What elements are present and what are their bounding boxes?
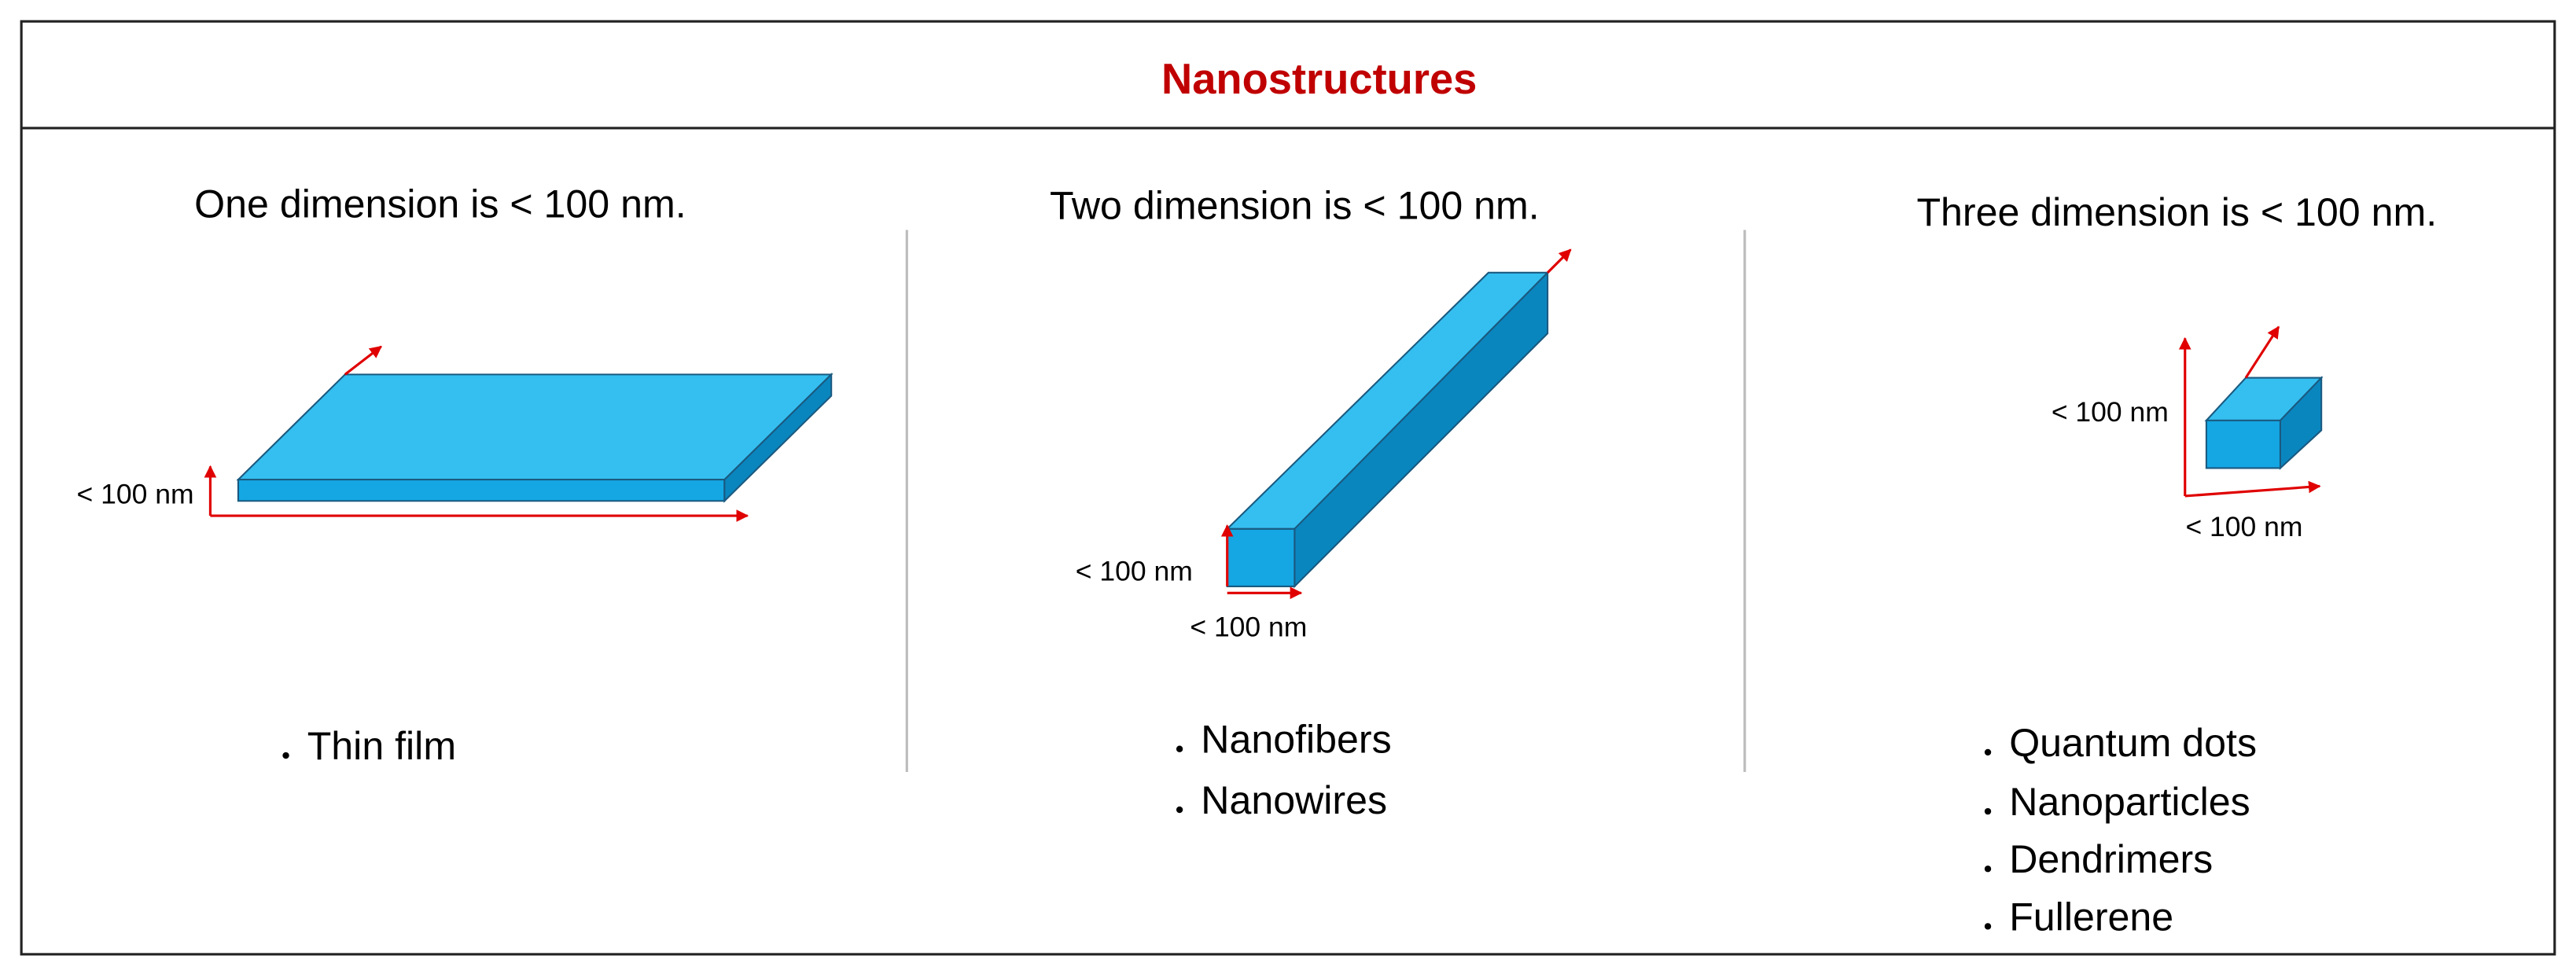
bullet <box>1984 807 1992 815</box>
item: Nanofibers <box>1201 718 1391 762</box>
thin-film-shape <box>204 345 834 522</box>
bullet <box>1984 923 1992 930</box>
dimension-label: < 100 nm <box>77 478 194 509</box>
bullet <box>1176 806 1183 814</box>
title: Nanostructures <box>1161 55 1477 103</box>
nanowire-shape <box>1220 248 1572 600</box>
dimension-label: < 100 nm <box>2185 511 2302 542</box>
nanoparticle-shape <box>2178 325 2324 498</box>
bullet <box>1176 745 1183 752</box>
dimension-label: < 100 nm <box>2052 396 2169 428</box>
bullet <box>1984 866 1992 873</box>
column-heading: Two dimension is < 100 nm. <box>1050 184 1540 228</box>
bullet <box>282 752 289 759</box>
bullet <box>1984 748 1992 756</box>
column-heading: Three dimension is < 100 nm. <box>1916 190 2437 234</box>
dimension-label: < 100 nm <box>1076 556 1193 587</box>
item: Thin film <box>307 724 456 768</box>
dimension-label: < 100 nm <box>1190 612 1307 643</box>
item: Nanowires <box>1201 778 1387 822</box>
item: Fullerene <box>2009 895 2173 939</box>
item: Quantum dots <box>2009 721 2257 765</box>
item: Nanoparticles <box>2009 780 2250 824</box>
column-heading: One dimension is < 100 nm. <box>194 182 686 226</box>
item: Dendrimers <box>2009 837 2213 881</box>
